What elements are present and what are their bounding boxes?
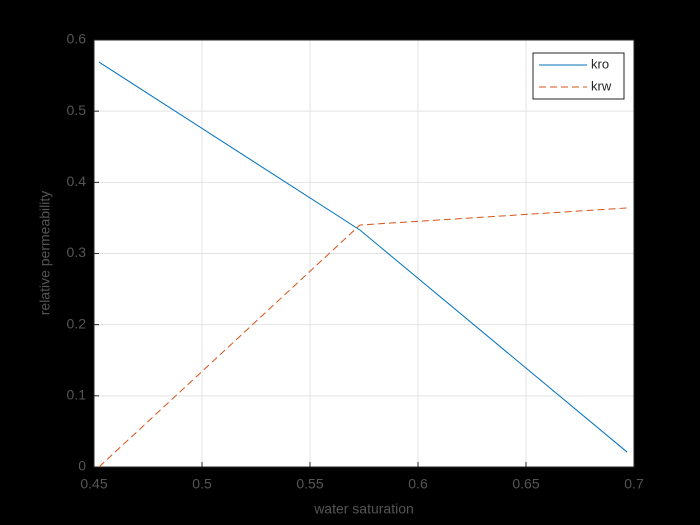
y-tick-label: 0.6 xyxy=(67,31,87,47)
y-axis-label: relative permeability xyxy=(37,191,53,316)
legend-box xyxy=(532,52,625,100)
legend-label: kro xyxy=(591,56,609,71)
legend-label: krw xyxy=(591,78,612,93)
x-tick-label: 0.7 xyxy=(624,476,644,492)
legend: kro krw xyxy=(532,52,625,100)
x-tick-label: 0.45 xyxy=(80,476,107,492)
series-line xyxy=(98,207,628,468)
x-axis-label: water saturation xyxy=(313,501,414,517)
y-tick-label: 0.3 xyxy=(67,244,87,260)
y-tick-label: 0.4 xyxy=(67,173,87,189)
x-tick-label: 0.65 xyxy=(512,476,539,492)
series-line xyxy=(98,61,628,453)
y-tick-label: 0.2 xyxy=(67,315,87,331)
x-tick-label: 0.6 xyxy=(408,476,428,492)
x-tick-label: 0.55 xyxy=(296,476,323,492)
y-tick-label: 0.5 xyxy=(67,102,87,118)
y-tick-label: 0 xyxy=(78,458,86,474)
axes-box xyxy=(93,39,635,468)
y-tick-label: 0.1 xyxy=(67,387,87,403)
x-tick-label: 0.5 xyxy=(192,476,212,492)
